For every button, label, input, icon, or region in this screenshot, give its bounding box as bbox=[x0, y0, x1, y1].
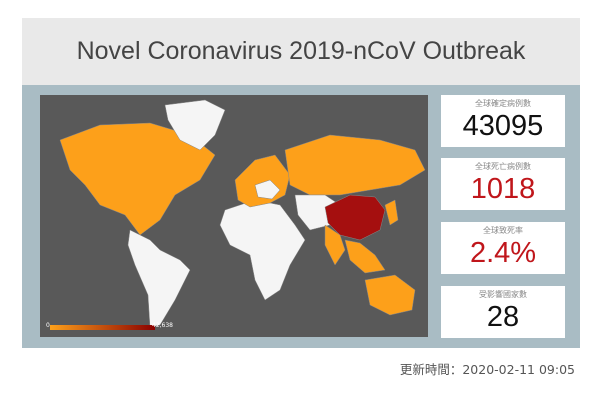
panel: 0 42,638 全球確定病例數 43095 全球死亡病例數 1018 全球致死率 2… bbox=[22, 85, 580, 348]
stat-card: 全球致死率 2.4% bbox=[441, 222, 565, 274]
stat-label: 全球致死率 bbox=[483, 226, 523, 235]
japan bbox=[384, 199, 399, 226]
legend-min: 0 bbox=[46, 322, 50, 329]
africa bbox=[219, 199, 306, 301]
russia bbox=[284, 134, 426, 196]
stat-label: 全球確定病例數 bbox=[475, 99, 531, 108]
southeast-asia bbox=[344, 239, 386, 274]
north-america bbox=[59, 122, 216, 236]
stat-card: 受影響國家數 28 bbox=[441, 286, 565, 338]
stat-card: 全球死亡病例數 1018 bbox=[441, 158, 565, 210]
china bbox=[324, 194, 386, 241]
stat-value: 1018 bbox=[470, 173, 536, 205]
legend-bar bbox=[50, 325, 155, 330]
stat-value: 2.4% bbox=[469, 237, 537, 269]
europe-unaffected bbox=[254, 179, 281, 200]
stat-label: 全球死亡病例數 bbox=[475, 162, 531, 171]
title: Novel Coronavirus 2019-nCoV Outbreak bbox=[22, 18, 580, 85]
australia bbox=[364, 274, 416, 316]
countries bbox=[59, 99, 426, 328]
stat-card: 全球確定病例數 43095 bbox=[441, 95, 565, 147]
update-time: 更新時間：2020-02-11 09:05 bbox=[399, 362, 575, 377]
stat-value: 28 bbox=[486, 301, 520, 333]
south-america bbox=[127, 229, 191, 328]
stat-value: 43095 bbox=[462, 110, 544, 142]
india bbox=[324, 224, 346, 266]
world-map: 0 42,638 bbox=[40, 95, 428, 337]
stat-label: 受影響國家數 bbox=[479, 290, 527, 299]
greenland bbox=[164, 99, 226, 151]
legend-max: 42,638 bbox=[152, 322, 173, 329]
